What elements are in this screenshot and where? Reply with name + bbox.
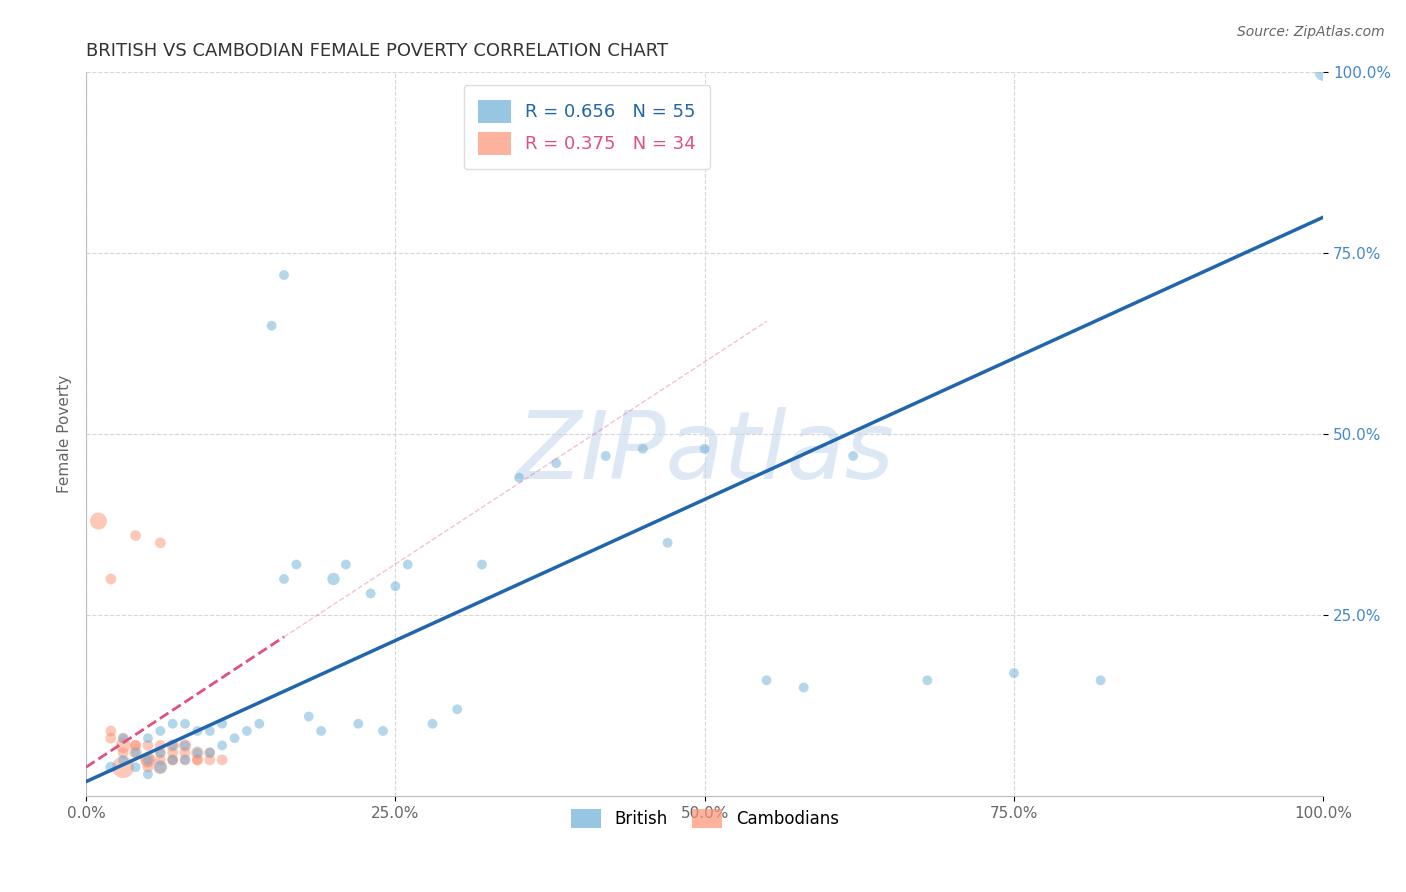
Point (657, 536, 679, 550)
Point (198, 746, 221, 760)
Point (136, 739, 159, 753)
Point (162, 753, 184, 767)
Point (162, 753, 184, 767)
Point (174, 746, 197, 760)
Point (124, 746, 146, 760)
Point (309, 723, 332, 738)
Point (124, 746, 146, 760)
Point (149, 760, 172, 774)
Point (100, 760, 122, 774)
Point (136, 753, 159, 767)
Point (112, 746, 135, 760)
Point (273, 268, 295, 282)
Point (842, 449, 865, 463)
Point (136, 767, 159, 781)
Point (162, 739, 184, 753)
Text: BRITISH VS CAMBODIAN FEMALE POVERTY CORRELATION CHART: BRITISH VS CAMBODIAN FEMALE POVERTY CORR… (86, 42, 668, 60)
Point (793, 681, 815, 695)
Point (693, 442, 716, 456)
Point (124, 528, 146, 542)
Point (136, 753, 159, 767)
Point (347, 716, 370, 731)
Point (360, 586, 382, 600)
Point (631, 442, 654, 456)
Point (298, 709, 321, 723)
Point (149, 760, 172, 774)
Point (124, 760, 146, 774)
Point (136, 731, 159, 746)
Point (186, 746, 208, 760)
Point (198, 746, 221, 760)
Point (162, 739, 184, 753)
Point (124, 739, 146, 753)
Point (162, 716, 184, 731)
Point (224, 731, 246, 746)
Point (162, 753, 184, 767)
Point (211, 753, 233, 767)
Point (422, 716, 444, 731)
Point (149, 723, 172, 738)
Point (396, 558, 419, 572)
Point (124, 739, 146, 753)
Point (595, 449, 617, 463)
Point (508, 471, 530, 485)
Point (236, 723, 259, 738)
Point (174, 739, 197, 753)
Point (112, 760, 135, 774)
Point (87, 514, 110, 528)
Point (174, 716, 197, 731)
Point (136, 753, 159, 767)
Point (1090, 673, 1112, 688)
Point (136, 760, 159, 774)
Point (112, 753, 135, 767)
Point (100, 572, 122, 586)
Point (198, 753, 221, 767)
Point (112, 731, 135, 746)
Text: ZIPatlas: ZIPatlas (516, 407, 894, 498)
Point (186, 746, 208, 760)
Point (371, 723, 394, 738)
Point (1002, 666, 1025, 681)
Point (285, 558, 308, 572)
Point (112, 731, 135, 746)
Point (174, 739, 197, 753)
Point (186, 753, 208, 767)
Point (149, 746, 172, 760)
Legend: British, Cambodians: British, Cambodians (564, 802, 845, 835)
Point (247, 716, 270, 731)
Point (273, 572, 295, 586)
Point (917, 673, 939, 688)
Point (162, 746, 184, 760)
Point (149, 739, 172, 753)
Point (755, 673, 778, 688)
Point (1312, 65, 1334, 79)
Point (112, 739, 135, 753)
Text: Source: ZipAtlas.com: Source: ZipAtlas.com (1237, 25, 1385, 39)
Point (446, 702, 468, 716)
Point (260, 318, 283, 333)
Point (211, 716, 233, 731)
Point (149, 746, 172, 760)
Point (322, 572, 344, 586)
Point (186, 723, 208, 738)
Point (211, 739, 233, 753)
Point (546, 456, 568, 470)
Point (100, 723, 122, 738)
Point (149, 536, 172, 550)
Point (174, 753, 197, 767)
Point (149, 753, 172, 767)
Point (174, 753, 197, 767)
Point (100, 731, 122, 746)
Point (335, 558, 357, 572)
Point (186, 753, 208, 767)
Point (471, 558, 494, 572)
Point (198, 723, 221, 738)
Point (384, 579, 406, 593)
Y-axis label: Female Poverty: Female Poverty (58, 376, 72, 493)
